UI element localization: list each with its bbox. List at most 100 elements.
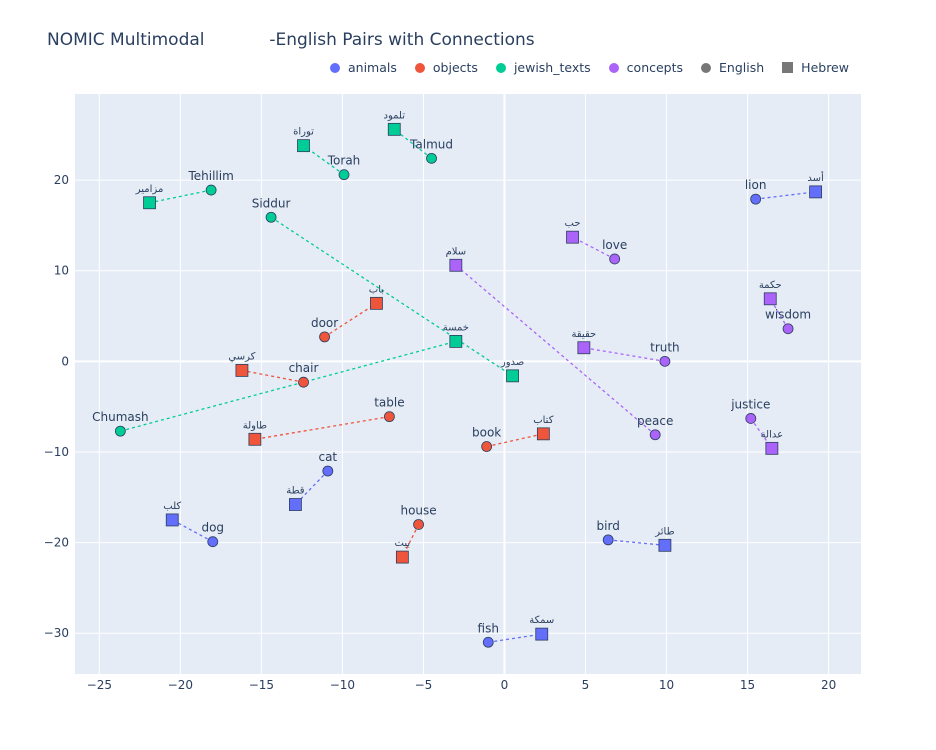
hebrew-point[interactable] xyxy=(143,196,156,210)
english-point-book[interactable] xyxy=(481,441,493,452)
english-point-talmud[interactable] xyxy=(426,152,437,164)
hebrew-point[interactable] xyxy=(506,369,519,383)
english-point-house[interactable] xyxy=(413,519,424,530)
legend-concepts-label: concepts xyxy=(626,60,684,75)
y-tick-label: −10 xyxy=(44,445,69,459)
hebrew-point[interactable] xyxy=(536,427,550,441)
hebrew-point-label: طائر xyxy=(654,526,674,537)
y-tick-label: 20 xyxy=(54,173,69,187)
pair-connection-line xyxy=(241,369,304,383)
english-point-label: bird xyxy=(597,519,620,533)
hebrew-point[interactable] xyxy=(809,185,823,199)
legend-jewish-texts-label: jewish_texts xyxy=(513,60,591,75)
hebrew-point[interactable] xyxy=(289,498,302,511)
legend-item-english[interactable]: English xyxy=(701,60,764,75)
english-point-label: truth xyxy=(650,340,680,354)
hebrew-point[interactable] xyxy=(535,627,549,641)
x-tick-label: 15 xyxy=(740,678,755,692)
hebrew-point[interactable] xyxy=(763,292,777,306)
legend: animals objects jewish_texts concepts En… xyxy=(330,60,867,75)
x-tick-label: 20 xyxy=(821,678,836,692)
english-point-chair[interactable] xyxy=(298,376,309,388)
english-point-table[interactable] xyxy=(383,411,395,423)
english-point-truth[interactable] xyxy=(659,355,671,367)
english-point-cat[interactable] xyxy=(322,465,334,477)
legend-concepts-marker xyxy=(608,62,619,73)
legend-item-objects[interactable]: objects xyxy=(414,60,478,75)
english-point-wisdom[interactable] xyxy=(782,323,794,335)
legend-item-concepts[interactable]: concepts xyxy=(608,60,684,75)
x-tick-label: 0 xyxy=(501,678,509,692)
y-tick-label: −20 xyxy=(44,536,69,550)
y-tick-labels: −30 −20 −10 0 10 20 xyxy=(44,173,69,640)
x-tick-label: 5 xyxy=(582,678,590,692)
legend-item-jewish-texts[interactable]: jewish_texts xyxy=(495,60,591,75)
english-point-label: love xyxy=(602,238,627,252)
english-point-love[interactable] xyxy=(609,253,621,265)
grid-lines xyxy=(75,94,861,674)
english-point-label: Tehillim xyxy=(187,169,233,183)
hebrew-point[interactable] xyxy=(235,364,249,377)
x-tick-label: −20 xyxy=(168,678,193,692)
hebrew-point-label: حكمة xyxy=(759,280,782,291)
legend-english-marker xyxy=(701,62,712,73)
hebrew-point-label: قطة xyxy=(286,486,305,497)
hebrew-point[interactable] xyxy=(165,513,179,527)
hebrew-point[interactable] xyxy=(387,122,401,136)
hebrew-point[interactable] xyxy=(577,341,591,355)
hebrew-point-label: بيت xyxy=(395,538,411,549)
english-point-torah[interactable] xyxy=(338,169,350,181)
hebrew-point[interactable] xyxy=(449,258,463,272)
x-tick-label: −5 xyxy=(415,678,433,692)
hebrew-point[interactable] xyxy=(449,335,463,348)
legend-item-hebrew[interactable]: Hebrew xyxy=(782,60,849,75)
x-tick-label: −10 xyxy=(330,678,355,692)
hebrew-point[interactable] xyxy=(395,550,409,564)
english-point-label: cat xyxy=(318,450,337,464)
english-point-label: Talmud xyxy=(409,137,453,151)
english-point-door[interactable] xyxy=(319,331,330,343)
legend-english-label: English xyxy=(719,60,765,75)
english-point-label: dog xyxy=(201,521,224,535)
pair-connection-line xyxy=(324,302,377,338)
english-point-label: fish xyxy=(478,621,499,635)
english-point-chumash[interactable] xyxy=(114,425,126,437)
hebrew-point[interactable] xyxy=(658,538,672,552)
hebrew-point[interactable] xyxy=(248,432,262,446)
english-point-label: door xyxy=(311,316,338,330)
english-point-peace[interactable] xyxy=(649,429,661,441)
data-markers xyxy=(114,122,823,648)
hebrew-point-label: عدالة xyxy=(761,429,783,440)
hebrew-point[interactable] xyxy=(370,296,383,310)
english-point-bird[interactable] xyxy=(602,534,614,546)
hebrew-point-label: كتاب xyxy=(533,415,553,426)
pair-connection-line xyxy=(393,128,432,159)
pair-connection-line xyxy=(171,519,214,543)
hebrew-point-label: حقيقة xyxy=(572,329,597,340)
english-point-label: lion xyxy=(745,178,767,192)
english-point-tehillim[interactable] xyxy=(205,184,217,196)
hebrew-point-label: صدور xyxy=(500,357,524,368)
english-point-siddur[interactable] xyxy=(265,211,277,223)
pair-connection-line xyxy=(270,216,513,377)
english-point-justice[interactable] xyxy=(745,413,757,424)
pair-connection-line xyxy=(583,347,666,362)
y-tick-label: 0 xyxy=(61,354,69,368)
english-point-label: Chumash xyxy=(92,410,149,424)
hebrew-point-label: طاولة xyxy=(243,420,267,431)
legend-item-animals[interactable]: animals xyxy=(330,60,397,75)
english-point-label: wisdom xyxy=(765,308,811,322)
english-point-lion[interactable] xyxy=(750,193,762,205)
y-tick-label: 10 xyxy=(54,264,69,278)
english-point-dog[interactable] xyxy=(207,536,219,548)
pair-connection-line xyxy=(486,433,544,448)
english-point-fish[interactable] xyxy=(482,636,494,648)
hebrew-point-label: أسد xyxy=(807,171,824,184)
english-point-label: book xyxy=(472,426,501,440)
hebrew-point-label: حب xyxy=(565,218,581,229)
hebrew-point-label: توراة xyxy=(293,127,314,138)
hebrew-point[interactable] xyxy=(765,441,779,455)
hebrew-point[interactable] xyxy=(566,230,579,244)
hebrew-point[interactable] xyxy=(297,139,310,153)
legend-objects-label: objects xyxy=(432,60,478,75)
